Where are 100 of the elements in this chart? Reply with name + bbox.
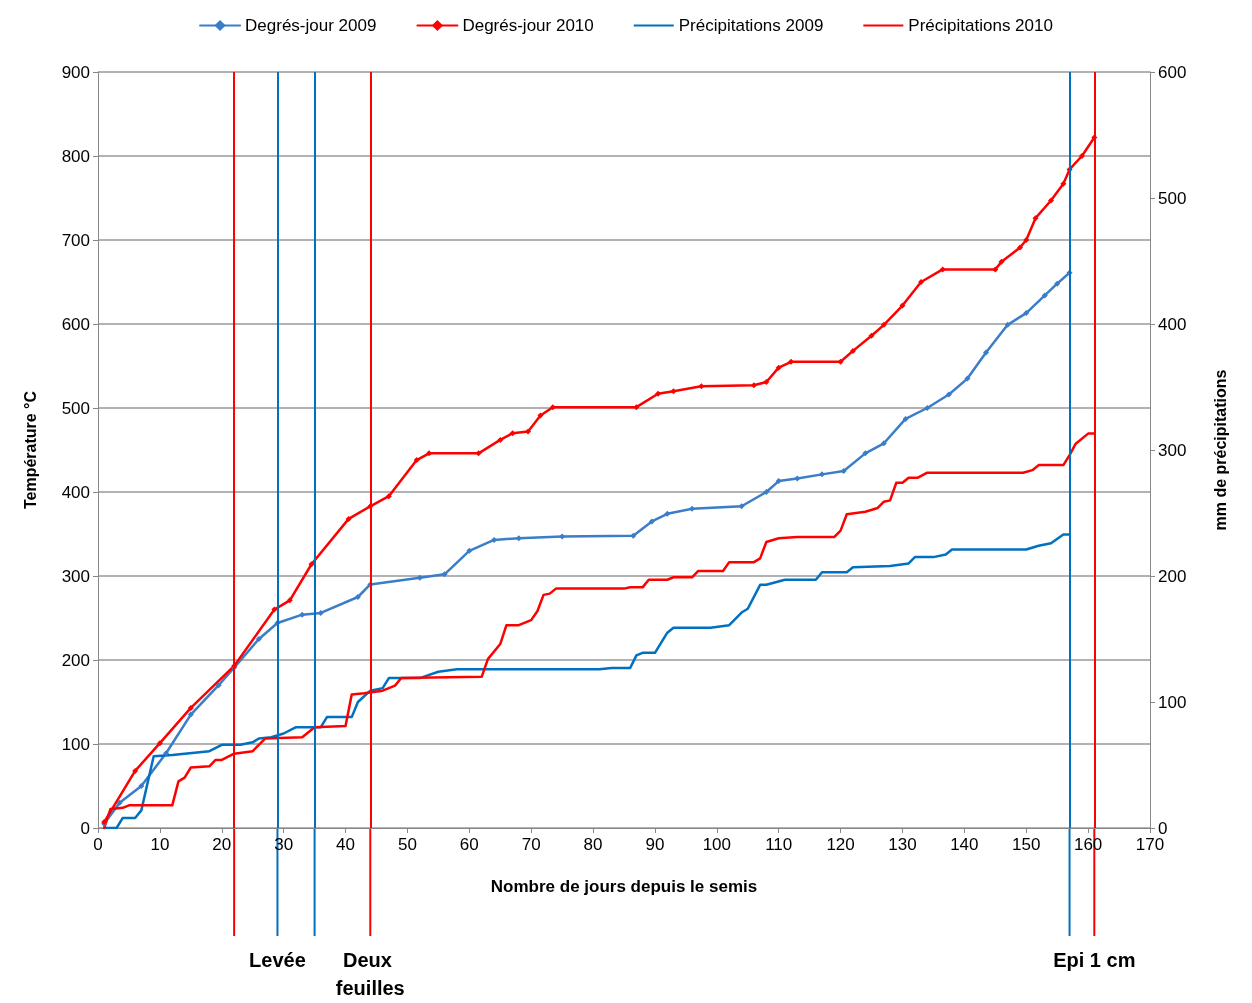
x-tick-label: 60 [459,835,479,854]
point [525,428,532,435]
y2-tick-label: 600 [1158,62,1187,82]
point [497,436,504,443]
point [308,561,315,568]
x-tick-label: 120 [826,835,855,854]
y-tick-label: 400 [61,482,90,502]
x-tick-label: 40 [336,835,355,854]
point [1023,310,1030,317]
x-tick-label: 70 [521,835,541,854]
point [698,383,705,390]
ref-line-label: Deux feuilles [335,949,405,999]
point [559,533,566,540]
point [466,547,473,554]
point [138,783,145,789]
point [840,468,847,474]
y-axis-title: Température °C [21,390,39,510]
point [286,597,293,604]
point [215,682,222,689]
point [299,611,306,618]
point [426,450,433,457]
point [655,390,662,397]
point [156,740,163,747]
point [837,358,844,365]
point [775,478,782,485]
y2-tick-label: 500 [1158,188,1187,208]
point [983,349,990,356]
x-tick-label: 0 [93,835,103,854]
point [788,358,795,365]
point [416,574,423,581]
point [345,515,352,522]
point [187,711,194,718]
point [763,489,770,495]
point [775,364,782,371]
point [1054,280,1061,287]
point [648,518,655,525]
point [1078,153,1085,159]
legend-label: Précipitations 2009 [678,16,824,35]
y2-tick-label: 200 [1158,566,1187,586]
point [630,532,637,539]
point [998,258,1005,265]
y-tick-label: 100 [61,734,90,754]
point [670,388,677,395]
point [515,535,522,542]
point [633,404,640,411]
y2-axis-title: mm de précipitations [1211,369,1229,531]
y-tick-label: 0 [80,818,90,838]
x-axis-title: Nombre de jours depuis le semis [490,877,758,896]
y-tick-label: 600 [61,314,90,334]
x-tick-label: 170 [1135,835,1165,854]
point [880,440,887,447]
point [689,505,696,512]
x-tick-label: 80 [583,835,603,854]
point [1060,180,1067,187]
x-tick-label: 140 [950,835,979,854]
point [132,767,139,774]
point [317,609,324,616]
point [939,266,946,273]
point [849,347,856,354]
point [1004,321,1011,328]
y2-tick-label: 100 [1158,692,1187,712]
y-tick-label: 800 [61,146,90,166]
y-tick-label: 700 [61,230,90,250]
x-tick-label: 110 [765,835,793,854]
ref-line-label: Epi 1 cm [1053,949,1136,971]
point [868,332,875,339]
point [1017,244,1024,251]
y-tick-label: 500 [61,398,90,418]
x-tick-label: 100 [702,835,732,854]
point [880,321,887,328]
x-tick-label: 20 [212,835,232,854]
point [924,405,931,411]
point [964,375,971,382]
legend-label: Degrés-jour 2009 [245,16,377,35]
legend-label: Précipitations 2010 [908,16,1053,35]
point [1032,215,1039,222]
point [1047,197,1054,204]
point [819,471,826,478]
point [738,503,745,510]
x-tick-label: 130 [888,835,917,854]
y2-tick-label: 300 [1158,440,1187,460]
point [385,493,392,500]
point [441,571,448,578]
point [664,510,671,517]
point [537,412,544,419]
point [116,799,123,806]
point [163,750,170,757]
point [549,404,556,411]
y-tick-label: 200 [61,650,90,670]
point [509,430,516,437]
x-tick-label: 50 [397,835,417,854]
legend-label: Degrés-jour 2010 [462,16,594,35]
ref-line-label: Levée [249,949,306,971]
point [862,450,869,457]
x-tick-label: 150 [1012,835,1041,854]
y2-tick-label: 400 [1158,314,1187,334]
y-tick-label: 300 [61,566,90,586]
point [271,606,278,613]
point [187,704,194,711]
point [475,450,482,457]
